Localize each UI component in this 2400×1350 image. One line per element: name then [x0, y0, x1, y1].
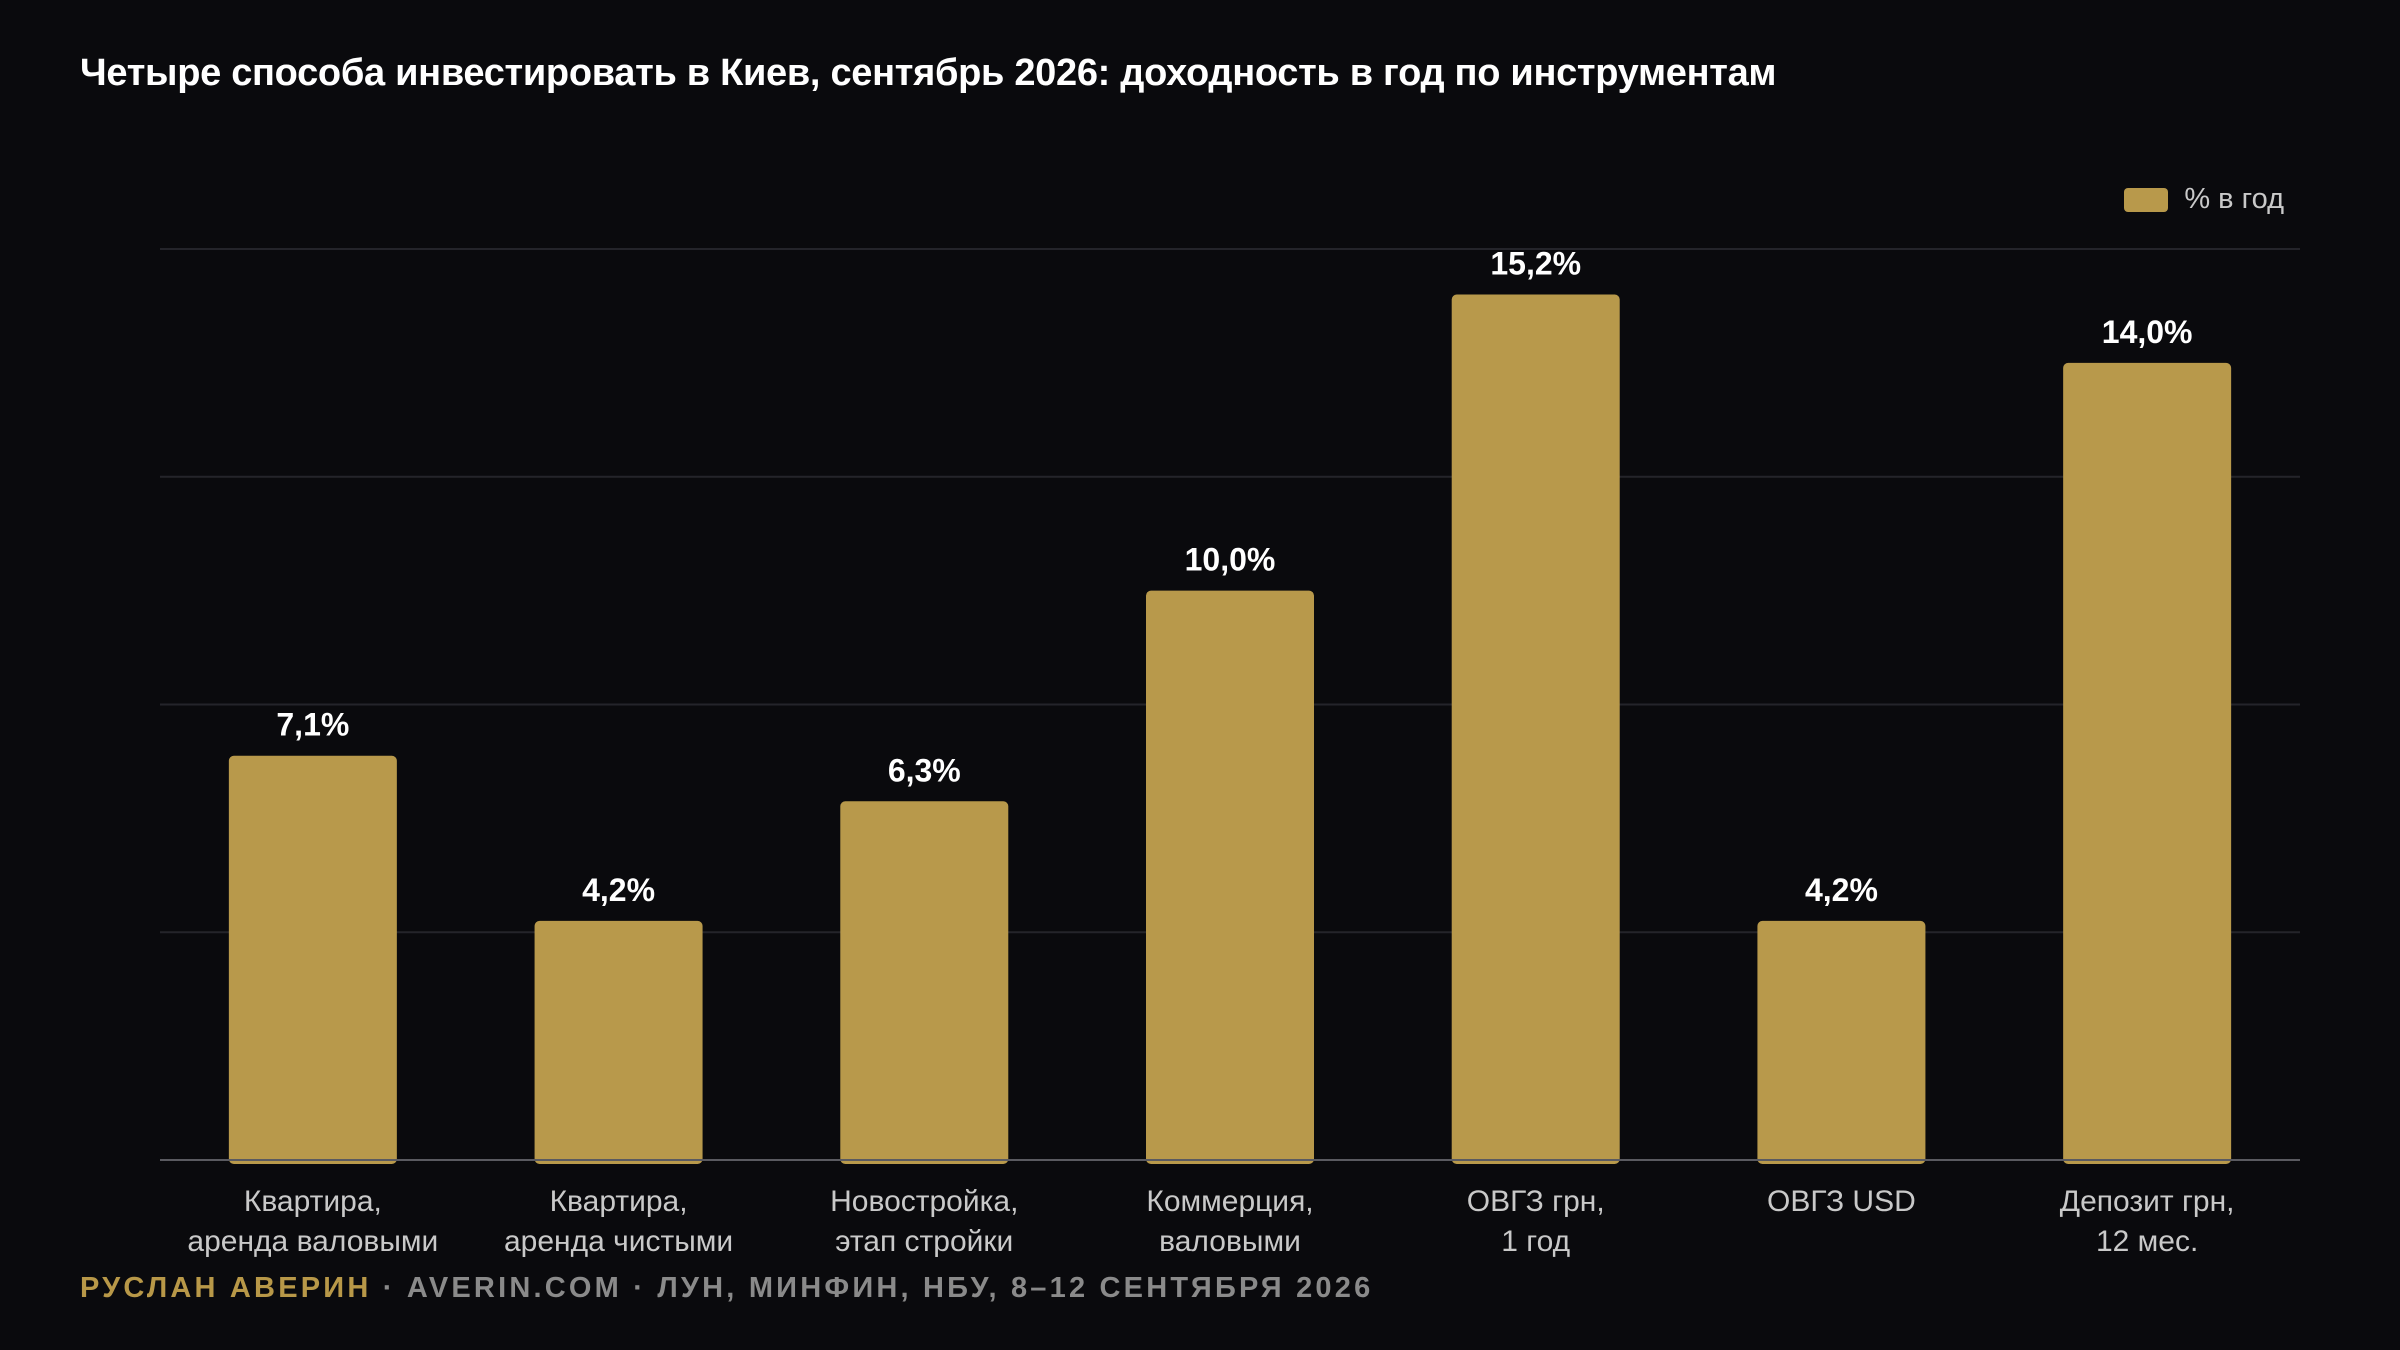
bar-3 [840, 801, 1009, 1164]
bar-1 [228, 755, 397, 1164]
grid-lines [160, 248, 2300, 934]
footer-separator-2: · [622, 1272, 658, 1304]
value-label-3: 6,3% [888, 752, 961, 788]
category-labels: Квартира, аренда валовыми Квартира, аренда … [187, 1185, 2234, 1258]
category-label-6: ОВГЗ USD [1767, 1185, 1916, 1218]
category-label-2: Квартира, аренда чистыми [504, 1185, 733, 1258]
bar-6 [1757, 920, 1926, 1164]
category-label-3: Новостройка, этап стройки [830, 1185, 1018, 1258]
bar-7 [2063, 362, 2232, 1164]
value-labels: 7,1% 4,2% 6,3% 10,0% 15,2% 4,2% 14,0% [276, 246, 2192, 908]
footer: РУСЛАН АВЕРИН · AVERIN.COM · ЛУН, МИНФИН… [80, 1272, 1373, 1305]
category-label-5: ОВГЗ грн, 1 год [1467, 1185, 1605, 1258]
value-label-2: 4,2% [582, 872, 655, 908]
value-label-4: 10,0% [1185, 542, 1276, 578]
bar-4 [1146, 590, 1314, 1164]
footer-author: РУСЛАН АВЕРИН [80, 1272, 372, 1304]
chart-title: Четыре способа инвестировать в Киев, сен… [80, 52, 1777, 94]
value-label-1: 7,1% [276, 707, 349, 743]
bar-5 [1451, 294, 1620, 1164]
value-label-6: 4,2% [1805, 872, 1878, 908]
bars [160, 294, 2300, 1164]
category-label-7: Депозит грн, 12 мес. [2060, 1185, 2235, 1258]
value-label-5: 15,2% [1490, 246, 1581, 282]
footer-site: AVERIN.COM [406, 1272, 622, 1304]
category-label-4: Коммерция, валовыми [1146, 1185, 1313, 1258]
bar-2 [534, 920, 703, 1164]
legend: % в год [2124, 183, 2284, 216]
legend-label: % в год [2184, 183, 2284, 215]
legend-swatch [2124, 187, 2169, 212]
category-label-1: Квартира, аренда валовыми [187, 1185, 438, 1258]
footer-separator: · [371, 1272, 407, 1304]
value-label-7: 14,0% [2102, 314, 2193, 350]
footer-source: ЛУН, МИНФИН, НБУ, 8–12 СЕНТЯБРЯ 2026 [657, 1272, 1374, 1304]
